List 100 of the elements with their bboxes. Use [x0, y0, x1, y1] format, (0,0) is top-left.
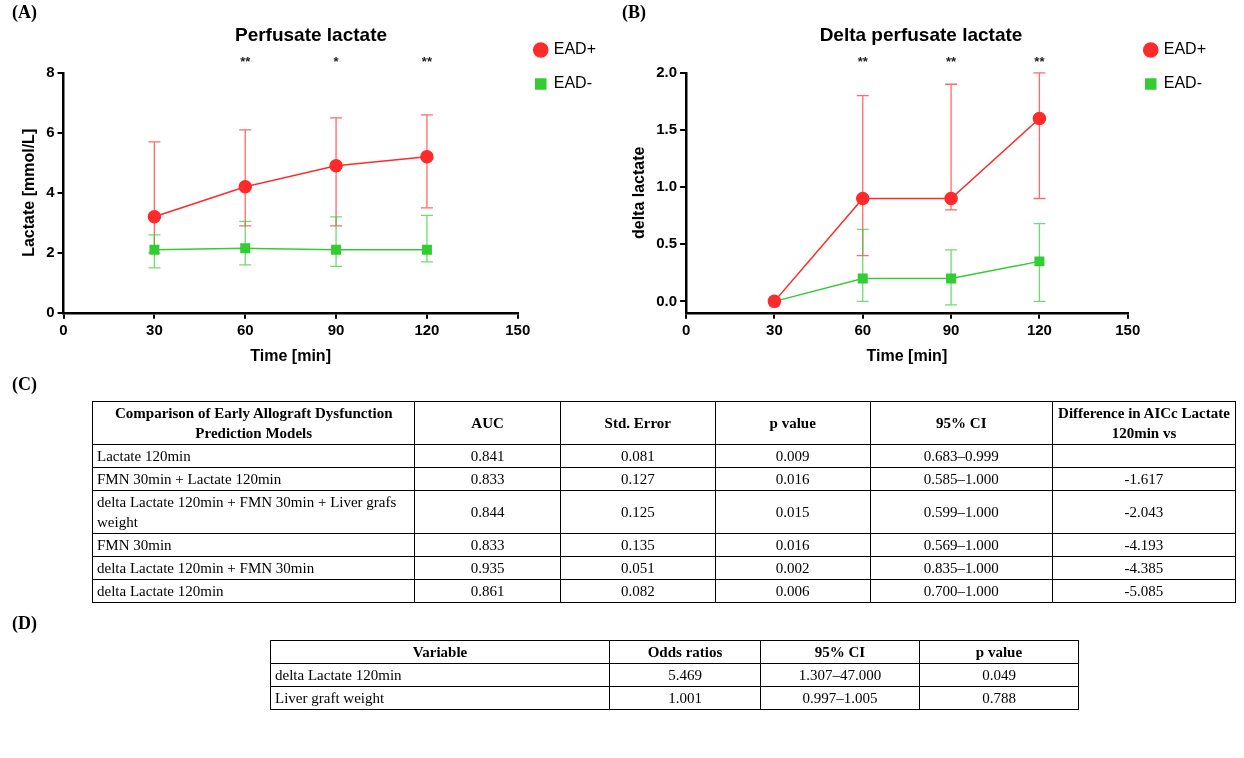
text: 0.081 — [560, 444, 716, 468]
x-tick-label: 0 — [681, 320, 691, 338]
text: 0.700–1.000 — [870, 579, 1053, 603]
category-label: AUC — [414, 401, 561, 445]
text: 0.006 — [715, 579, 871, 603]
text: 0.599–1.000 — [870, 490, 1053, 534]
x-axis-title: Time [min] — [866, 346, 948, 364]
text: ** — [1034, 53, 1046, 69]
text: 0.082 — [560, 579, 716, 603]
x-tick-label: 150 — [1115, 320, 1141, 338]
text: 5.469 — [609, 663, 761, 687]
text: 0.135 — [560, 533, 716, 557]
text: ** — [946, 53, 958, 69]
text: 0.569–1.000 — [870, 533, 1053, 557]
text: Lactate 120min — [92, 444, 415, 468]
category-label: p value — [715, 401, 871, 445]
text: -1.617 — [1052, 467, 1236, 491]
text: delta Lactate 120min — [92, 579, 415, 603]
point — [1034, 256, 1045, 267]
y-tick-label: 8 — [46, 62, 55, 80]
point — [329, 159, 343, 173]
point — [421, 244, 432, 255]
text: delta Lactate 120min + FMN 30min + Liver grafs weight — [92, 490, 415, 534]
point — [944, 191, 958, 206]
x-tick-label: 30 — [146, 320, 163, 338]
y-tick-label: 1.5 — [656, 120, 678, 138]
text: (D) — [12, 613, 38, 634]
category-label: 95% CI — [760, 640, 920, 664]
text: 0.009 — [715, 444, 871, 468]
point — [420, 150, 434, 164]
text: 0.016 — [715, 467, 871, 491]
text: ** — [857, 53, 869, 69]
text: FMN 30min + Lactate 120min — [92, 467, 415, 491]
text: 0.585–1.000 — [870, 467, 1053, 491]
y-tick-label: 4 — [46, 182, 56, 200]
point — [149, 244, 160, 255]
text: 0.016 — [715, 533, 871, 557]
text: 0.049 — [919, 663, 1079, 687]
point — [147, 210, 162, 224]
y-tick-label: 1.0 — [656, 177, 678, 195]
text: -5.085 — [1052, 579, 1236, 603]
text: 1.001 — [609, 686, 761, 710]
point — [857, 273, 868, 284]
text: 0.861 — [414, 579, 561, 603]
point — [240, 243, 251, 254]
x-tick-label: 90 — [327, 320, 345, 338]
y-axis-title: delta lactate — [630, 146, 648, 240]
y-tick-label: 2.0 — [656, 62, 678, 80]
text: -4.193 — [1052, 533, 1236, 557]
x-tick-label: 90 — [942, 320, 960, 338]
text: 0.127 — [560, 467, 716, 491]
x-axis-title: Time [min] — [250, 346, 331, 364]
point — [946, 273, 957, 284]
y-tick-label: 0 — [46, 302, 55, 320]
text: 0.844 — [414, 490, 561, 534]
category-label: Odds ratios — [609, 640, 761, 664]
x-tick-label: 60 — [236, 320, 254, 338]
text: 0.125 — [560, 490, 716, 534]
point — [855, 191, 870, 206]
legend-label: EAD+ — [1163, 40, 1207, 58]
text: (C) — [12, 374, 38, 395]
category-label: Comparison of Early Allograft Dysfunction Prediction Models — [92, 401, 415, 445]
text: ** — [421, 53, 433, 69]
text: -2.043 — [1052, 490, 1236, 534]
text: 0.833 — [414, 533, 561, 557]
x-tick-label: 150 — [505, 320, 531, 338]
legend-label: EAD- — [1163, 74, 1202, 92]
category-label: p value — [919, 640, 1079, 664]
x-tick-label: 60 — [854, 320, 872, 338]
text: 0.997–1.005 — [760, 686, 920, 710]
text: (B) — [622, 2, 647, 22]
text: -4.385 — [1052, 556, 1236, 580]
text: 0.788 — [919, 686, 1079, 710]
x-tick-label: 120 — [414, 320, 440, 338]
text: 0.002 — [715, 556, 871, 580]
x-tick-label: 30 — [766, 320, 783, 338]
y-axis-title: Lactate [mmol/L] — [20, 128, 38, 257]
text: delta Lactate 120min — [270, 663, 610, 687]
point — [1032, 111, 1047, 126]
text: (A) — [12, 2, 38, 22]
text: 1.307–47.000 — [760, 663, 920, 687]
text: delta Lactate 120min + FMN 30min — [92, 556, 415, 580]
legend-label: EAD+ — [553, 40, 597, 58]
legend-label: EAD- — [553, 74, 592, 92]
point — [331, 244, 342, 255]
x-tick-label: 0 — [59, 320, 68, 338]
category-label: Std. Error — [560, 401, 716, 445]
text: 0.835–1.000 — [870, 556, 1053, 580]
point — [238, 180, 252, 194]
text: 0.833 — [414, 467, 561, 491]
category-label: Variable — [270, 640, 610, 664]
chart-title: Delta perfusate lactate — [819, 23, 1023, 45]
y-tick-label: 2 — [46, 242, 55, 260]
text: ** — [240, 53, 252, 69]
text: FMN 30min — [92, 533, 415, 557]
text: 0.841 — [414, 444, 561, 468]
category-label: 95% CI — [870, 401, 1053, 445]
y-tick-label: 6 — [46, 122, 55, 140]
text: Liver graft weight — [270, 686, 610, 710]
chart-title: Perfusate lactate — [234, 23, 388, 45]
